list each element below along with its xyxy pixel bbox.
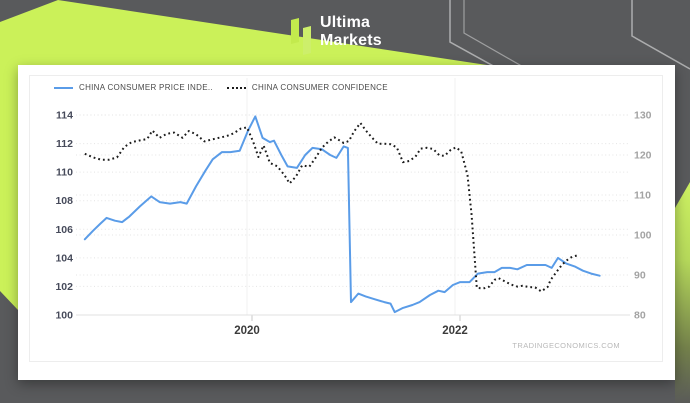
y-left-tick-label: 110	[56, 167, 73, 179]
y-left-tick-label: 100	[55, 310, 73, 322]
chart-legend: CHINA CONSUMER PRICE INDE.. CHINA CONSUM…	[54, 83, 388, 92]
x-axis-label: 2020	[234, 325, 260, 337]
cpi-line	[83, 115, 601, 314]
cpi-legend-swatch[interactable]	[54, 86, 73, 89]
y-left-tick-label: 104	[55, 252, 73, 264]
y-right-tick-label: 100	[634, 230, 652, 242]
lime-wedge-top-left	[0, 0, 500, 67]
chart-plot: 80 90 100 110 120 130 100 102 104 106 108 110 112 114…	[29, 75, 663, 362]
chart-card: 80 90 100 110 120 130 100 102 104 106 108 110 112 114…	[18, 65, 675, 380]
brand-name-line2: Markets	[320, 32, 382, 49]
lime-wedge-right	[675, 182, 690, 403]
y-right-tick-label: 90	[634, 270, 646, 282]
brand-name: Ultima Markets	[320, 14, 382, 50]
confidence-legend-swatch[interactable]	[226, 86, 246, 89]
y-right-tick-label: 120	[634, 150, 652, 162]
y-left-tick-label: 112	[56, 138, 73, 150]
brand-name-line1: Ultima	[320, 14, 371, 31]
y-right-tick-label: 110	[634, 190, 651, 202]
brand-logo: Ultima Markets	[289, 14, 382, 58]
x-axis-label: 2022	[442, 325, 468, 337]
watermark: TRADINGECONOMICS.COM	[512, 341, 620, 350]
y-left-tick-label: 108	[55, 195, 73, 207]
logo-bar-right	[303, 26, 311, 55]
y-left-tick-label: 106	[55, 224, 73, 236]
chevron-outline-icon	[631, 0, 690, 70]
y-left-tick-label: 114	[56, 110, 73, 122]
y-right-tick-label: 80	[634, 310, 646, 322]
cpi-legend-label[interactable]: CHINA CONSUMER PRICE INDE..	[79, 83, 213, 92]
y-right-tick-label: 130	[634, 110, 652, 122]
y-left-tick-label: 102	[55, 281, 73, 293]
confidence-line	[84, 122, 578, 293]
plot-frame	[29, 75, 663, 362]
logo-bar-left	[291, 18, 299, 44]
confidence-legend-label[interactable]: CHINA CONSUMER CONFIDENCE	[251, 83, 388, 92]
brand-logo-icon	[289, 16, 313, 58]
lime-strip-left	[0, 60, 18, 310]
